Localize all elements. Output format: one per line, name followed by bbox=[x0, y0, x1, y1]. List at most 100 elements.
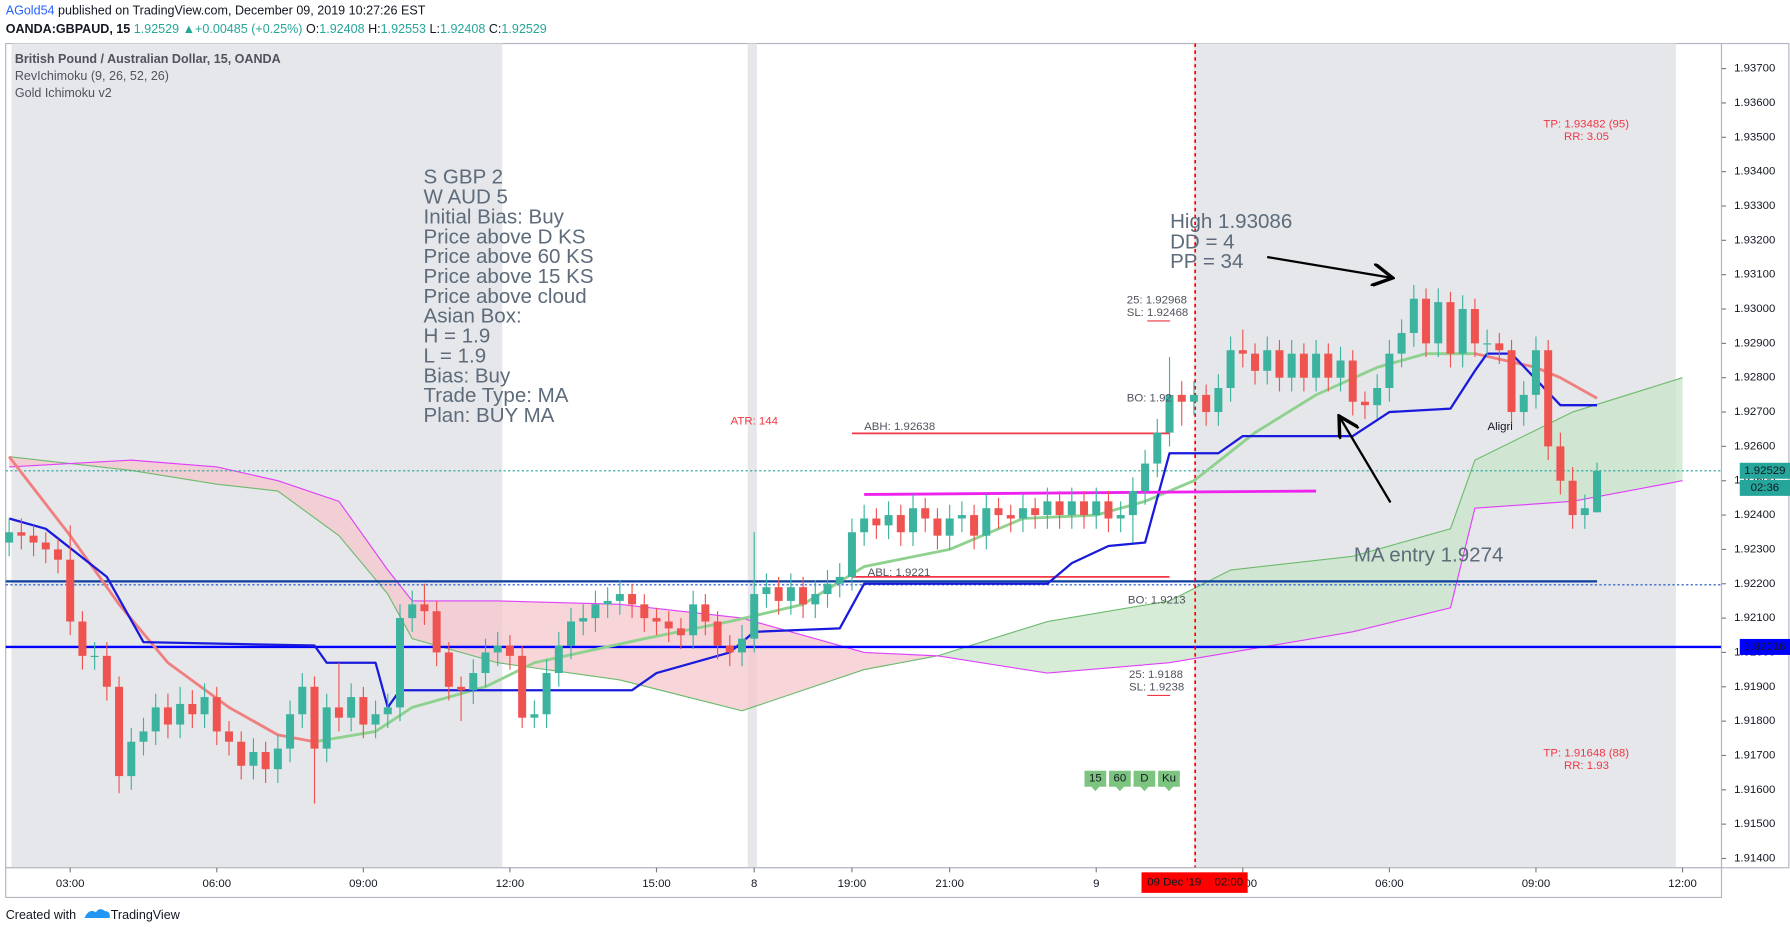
legend-indicator: RevIchimoku (9, 26, 52, 26) bbox=[15, 69, 169, 83]
y-tick-label: 1.91400 bbox=[1734, 853, 1775, 865]
candle-body bbox=[286, 714, 295, 749]
note-line: Price above 60 KS bbox=[424, 245, 594, 268]
candle-body bbox=[17, 532, 26, 536]
candle-body bbox=[1495, 343, 1504, 351]
y-tick-label: 1.93200 bbox=[1734, 234, 1775, 246]
x-tick-label: 09:00 bbox=[1522, 878, 1551, 890]
legend-indicator: Gold Ichimoku v2 bbox=[15, 86, 112, 100]
candle-body bbox=[1422, 298, 1431, 344]
candle-body bbox=[1128, 491, 1137, 516]
candle-body bbox=[603, 600, 612, 605]
candle-body bbox=[310, 686, 319, 749]
author[interactable]: AGold54 bbox=[6, 4, 55, 18]
change: +0.00485 (+0.25%) bbox=[195, 22, 302, 36]
candle-body bbox=[322, 707, 331, 749]
candle-body bbox=[554, 645, 563, 674]
candle-body bbox=[530, 714, 539, 718]
note-line: L = 1.9 bbox=[424, 344, 487, 367]
candle-body bbox=[738, 638, 747, 653]
candle-body bbox=[5, 532, 14, 543]
candle-body bbox=[1104, 501, 1113, 519]
candle-body bbox=[1214, 388, 1223, 413]
candle-body bbox=[139, 731, 148, 742]
arrow bbox=[1266, 255, 1390, 278]
candle-body bbox=[347, 697, 356, 718]
y-tick-label: 1.92100 bbox=[1734, 612, 1775, 624]
candle-layer bbox=[5, 284, 1602, 804]
candle-body bbox=[78, 621, 87, 656]
candle-body bbox=[29, 535, 38, 543]
candle-body bbox=[1226, 350, 1235, 389]
y-tick-label: 1.91500 bbox=[1734, 818, 1775, 830]
candle-body bbox=[799, 587, 808, 605]
countdown-tag bbox=[1739, 479, 1790, 496]
ohlc-label: O: bbox=[306, 22, 319, 36]
tv-logo bbox=[84, 909, 110, 918]
candle-body bbox=[1568, 480, 1577, 516]
candle-body bbox=[713, 621, 722, 646]
x-tick-label: 03:00 bbox=[56, 878, 85, 890]
published: published on TradingView.com, December 0… bbox=[58, 4, 426, 18]
candle-body bbox=[1458, 309, 1467, 354]
candle-body bbox=[505, 645, 514, 656]
note-line: W AUD 5 bbox=[424, 186, 508, 209]
candle-body bbox=[1531, 350, 1540, 395]
footer-brand[interactable]: TradingView bbox=[111, 908, 181, 922]
candle-body bbox=[1043, 501, 1052, 516]
footer-text: Created with bbox=[6, 908, 76, 922]
high-note: PP = 34 bbox=[1170, 250, 1243, 273]
tp-label: TP: 1.91648 (88) bbox=[1543, 748, 1629, 760]
y-tick-label: 1.93500 bbox=[1734, 131, 1775, 143]
y-tick-label: 1.92600 bbox=[1734, 440, 1775, 452]
ohlc-label: H: bbox=[368, 22, 381, 36]
x-tick-label: 12:00 bbox=[1668, 878, 1697, 890]
candle-body bbox=[652, 618, 661, 622]
candle-body bbox=[725, 645, 734, 653]
arrow bbox=[1340, 418, 1392, 504]
candle-body bbox=[1177, 394, 1186, 402]
candle-body bbox=[847, 532, 856, 577]
candle-body bbox=[1141, 463, 1150, 492]
candle-body bbox=[957, 515, 966, 519]
y-tick-label: 1.91700 bbox=[1734, 749, 1775, 761]
y-tick-label: 1.92800 bbox=[1734, 372, 1775, 384]
ma-entry-note: MA entry 1.9274 bbox=[1354, 544, 1504, 567]
candle-body bbox=[1018, 508, 1027, 519]
candle-body bbox=[1080, 501, 1089, 516]
candle-body bbox=[579, 618, 588, 622]
candle-body bbox=[1446, 302, 1455, 354]
badge-label: 15 bbox=[1089, 773, 1102, 785]
x-axis-bg bbox=[5, 867, 1723, 899]
candle-body bbox=[1470, 309, 1479, 344]
y-tick-label: 1.92200 bbox=[1734, 578, 1775, 590]
candle-body bbox=[1373, 388, 1382, 406]
candle-body bbox=[1165, 394, 1174, 433]
axis-layer: 1.91400 1.91500 1.91600 1.91700 1.91800 1.919… bbox=[5, 42, 1790, 899]
y-tick-label: 1.92700 bbox=[1734, 406, 1775, 418]
candle-body bbox=[457, 686, 466, 691]
candle-body bbox=[212, 697, 221, 732]
badge bbox=[1109, 770, 1131, 792]
candle-body bbox=[66, 559, 75, 622]
candle-body bbox=[1202, 394, 1211, 413]
candle-body bbox=[567, 621, 575, 646]
price-tag bbox=[1739, 462, 1790, 479]
note-line: Trade Type: MA bbox=[424, 384, 569, 407]
candle-body bbox=[90, 655, 99, 658]
candle-body bbox=[481, 652, 490, 674]
session-shade bbox=[11, 43, 503, 868]
candle-body bbox=[750, 594, 759, 639]
candle-body bbox=[1397, 333, 1406, 354]
candle-body bbox=[774, 587, 783, 601]
level-layer bbox=[5, 43, 1722, 868]
candle-body bbox=[127, 741, 136, 777]
candle-body bbox=[432, 611, 441, 653]
session-shade bbox=[747, 43, 757, 868]
high-note: DD = 4 bbox=[1170, 231, 1234, 254]
candle-body bbox=[1299, 353, 1308, 378]
candle-body bbox=[176, 703, 185, 725]
aligri-label: Aligri bbox=[1487, 421, 1512, 433]
candle-body bbox=[664, 621, 673, 629]
candle-body bbox=[115, 686, 124, 777]
